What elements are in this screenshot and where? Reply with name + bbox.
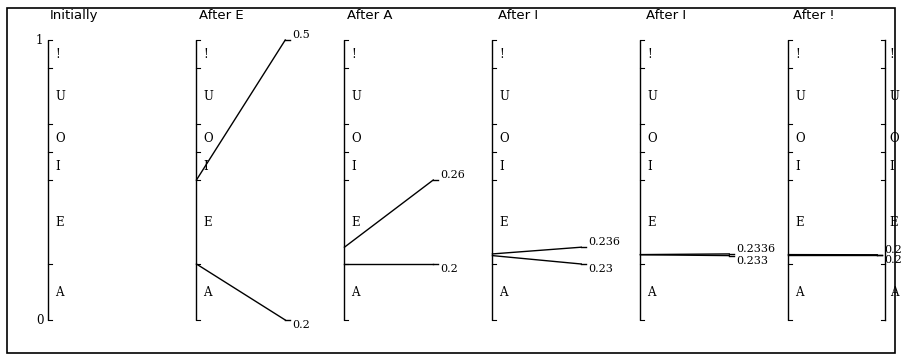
Text: After I: After I xyxy=(498,9,538,22)
Text: 0.5: 0.5 xyxy=(292,30,310,40)
Text: E: E xyxy=(352,216,360,229)
Text: !: ! xyxy=(889,48,895,60)
Text: !: ! xyxy=(55,48,60,60)
Text: E: E xyxy=(55,216,64,229)
Text: E: E xyxy=(796,216,804,229)
Text: 0: 0 xyxy=(36,314,43,327)
Text: O: O xyxy=(204,131,213,144)
Text: A: A xyxy=(889,285,898,298)
Text: 0.236: 0.236 xyxy=(588,237,621,247)
Text: I: I xyxy=(352,159,356,172)
Text: 0.2336: 0.2336 xyxy=(884,244,902,255)
Text: U: U xyxy=(796,90,805,103)
Text: O: O xyxy=(500,131,509,144)
Text: Initially: Initially xyxy=(50,9,97,22)
Text: E: E xyxy=(500,216,508,229)
Text: After A: After A xyxy=(347,9,392,22)
Text: O: O xyxy=(796,131,805,144)
Text: E: E xyxy=(889,216,898,229)
Text: U: U xyxy=(648,90,658,103)
Text: A: A xyxy=(648,285,656,298)
Text: A: A xyxy=(55,285,64,298)
Text: After I: After I xyxy=(646,9,686,22)
Text: I: I xyxy=(204,159,208,172)
Text: !: ! xyxy=(204,48,208,60)
Text: 0.2336: 0.2336 xyxy=(736,244,776,254)
Text: I: I xyxy=(796,159,800,172)
Text: U: U xyxy=(55,90,65,103)
Text: I: I xyxy=(500,159,504,172)
Text: U: U xyxy=(889,90,899,103)
Text: 0.2: 0.2 xyxy=(440,264,458,274)
Text: I: I xyxy=(55,159,60,172)
Text: After E: After E xyxy=(199,9,244,22)
Text: 0.23: 0.23 xyxy=(588,264,613,274)
Text: !: ! xyxy=(352,48,356,60)
Text: I: I xyxy=(889,159,895,172)
Text: A: A xyxy=(500,285,508,298)
Text: 0.2: 0.2 xyxy=(292,320,310,330)
Text: U: U xyxy=(500,90,510,103)
Text: A: A xyxy=(352,285,360,298)
Text: !: ! xyxy=(796,48,800,60)
Text: 1: 1 xyxy=(36,33,43,46)
Text: I: I xyxy=(648,159,652,172)
Text: After !: After ! xyxy=(793,9,834,22)
Text: !: ! xyxy=(648,48,652,60)
Text: E: E xyxy=(204,216,212,229)
Text: U: U xyxy=(204,90,213,103)
Text: O: O xyxy=(352,131,361,144)
Text: A: A xyxy=(796,285,804,298)
Text: O: O xyxy=(55,131,65,144)
Text: E: E xyxy=(648,216,656,229)
Text: O: O xyxy=(648,131,657,144)
Text: 0.233: 0.233 xyxy=(736,256,769,266)
Text: O: O xyxy=(889,131,899,144)
Text: A: A xyxy=(204,285,212,298)
Text: U: U xyxy=(352,90,362,103)
Text: 0.23354: 0.23354 xyxy=(884,255,902,265)
Text: 0.26: 0.26 xyxy=(440,170,465,180)
Text: !: ! xyxy=(500,48,504,60)
